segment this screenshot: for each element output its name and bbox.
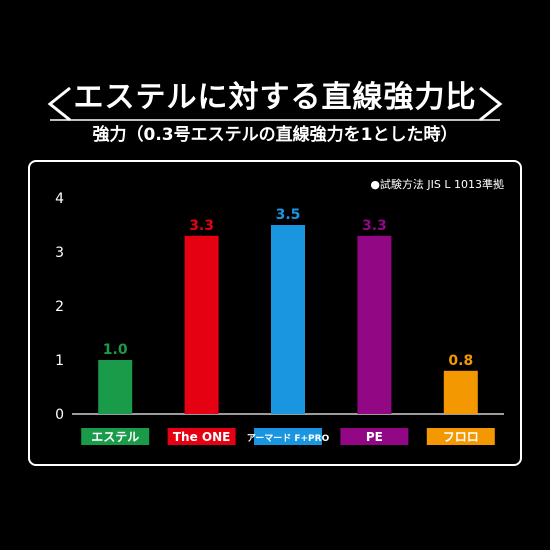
bar xyxy=(271,225,305,414)
y-tick-label: 1 xyxy=(55,353,64,369)
x-tick-label: アーマード F+PRO xyxy=(247,433,330,444)
x-tick-label: PE xyxy=(366,430,383,444)
category-label-box xyxy=(426,428,495,445)
x-tick-label: The ONE xyxy=(173,430,231,444)
category-label-box xyxy=(167,428,236,445)
bar-chart: 0 1 2 3 4 1.0 エステル 3.3 The ONE 3.5 アーマード F+PRO 3.3 P… xyxy=(55,191,504,445)
data-label: 3.5 xyxy=(276,207,301,223)
category-label-box xyxy=(81,428,150,445)
chart-panel: ●試験方法 JIS L 1013準拠 0 1 2 3 4 1.0 エステル 3.3 The ON… xyxy=(28,160,522,466)
data-label: 1.0 xyxy=(103,342,128,358)
data-label: 0.8 xyxy=(448,353,473,369)
y-tick-label: 3 xyxy=(55,245,64,261)
title-area: エステルに対する直線強力比 強力（0.3号エステルの直線強力を1とした時） xyxy=(0,0,550,160)
y-tick-label: 0 xyxy=(55,407,64,423)
x-tick-label: エステル xyxy=(91,430,139,444)
y-tick-label: 2 xyxy=(55,299,64,315)
data-label: 3.3 xyxy=(189,218,214,234)
left-bracket-icon xyxy=(47,86,71,122)
title-decoration xyxy=(47,86,503,122)
chart-subtitle: 強力（0.3号エステルの直線強力を1とした時） xyxy=(92,125,458,145)
category-label-box xyxy=(254,428,322,445)
chart-title: エステルに対する直線強力比 xyxy=(73,80,477,115)
bar xyxy=(184,235,219,414)
right-bracket-icon xyxy=(479,86,503,122)
bar xyxy=(443,370,478,414)
test-method-note: ●試験方法 JIS L 1013準拠 xyxy=(370,178,504,191)
category-label-box xyxy=(340,428,409,445)
x-tick-label: フロロ xyxy=(443,430,479,444)
bar xyxy=(357,235,392,414)
bar xyxy=(98,360,133,414)
data-label: 3.3 xyxy=(362,218,387,234)
y-tick-label: 4 xyxy=(55,191,64,207)
